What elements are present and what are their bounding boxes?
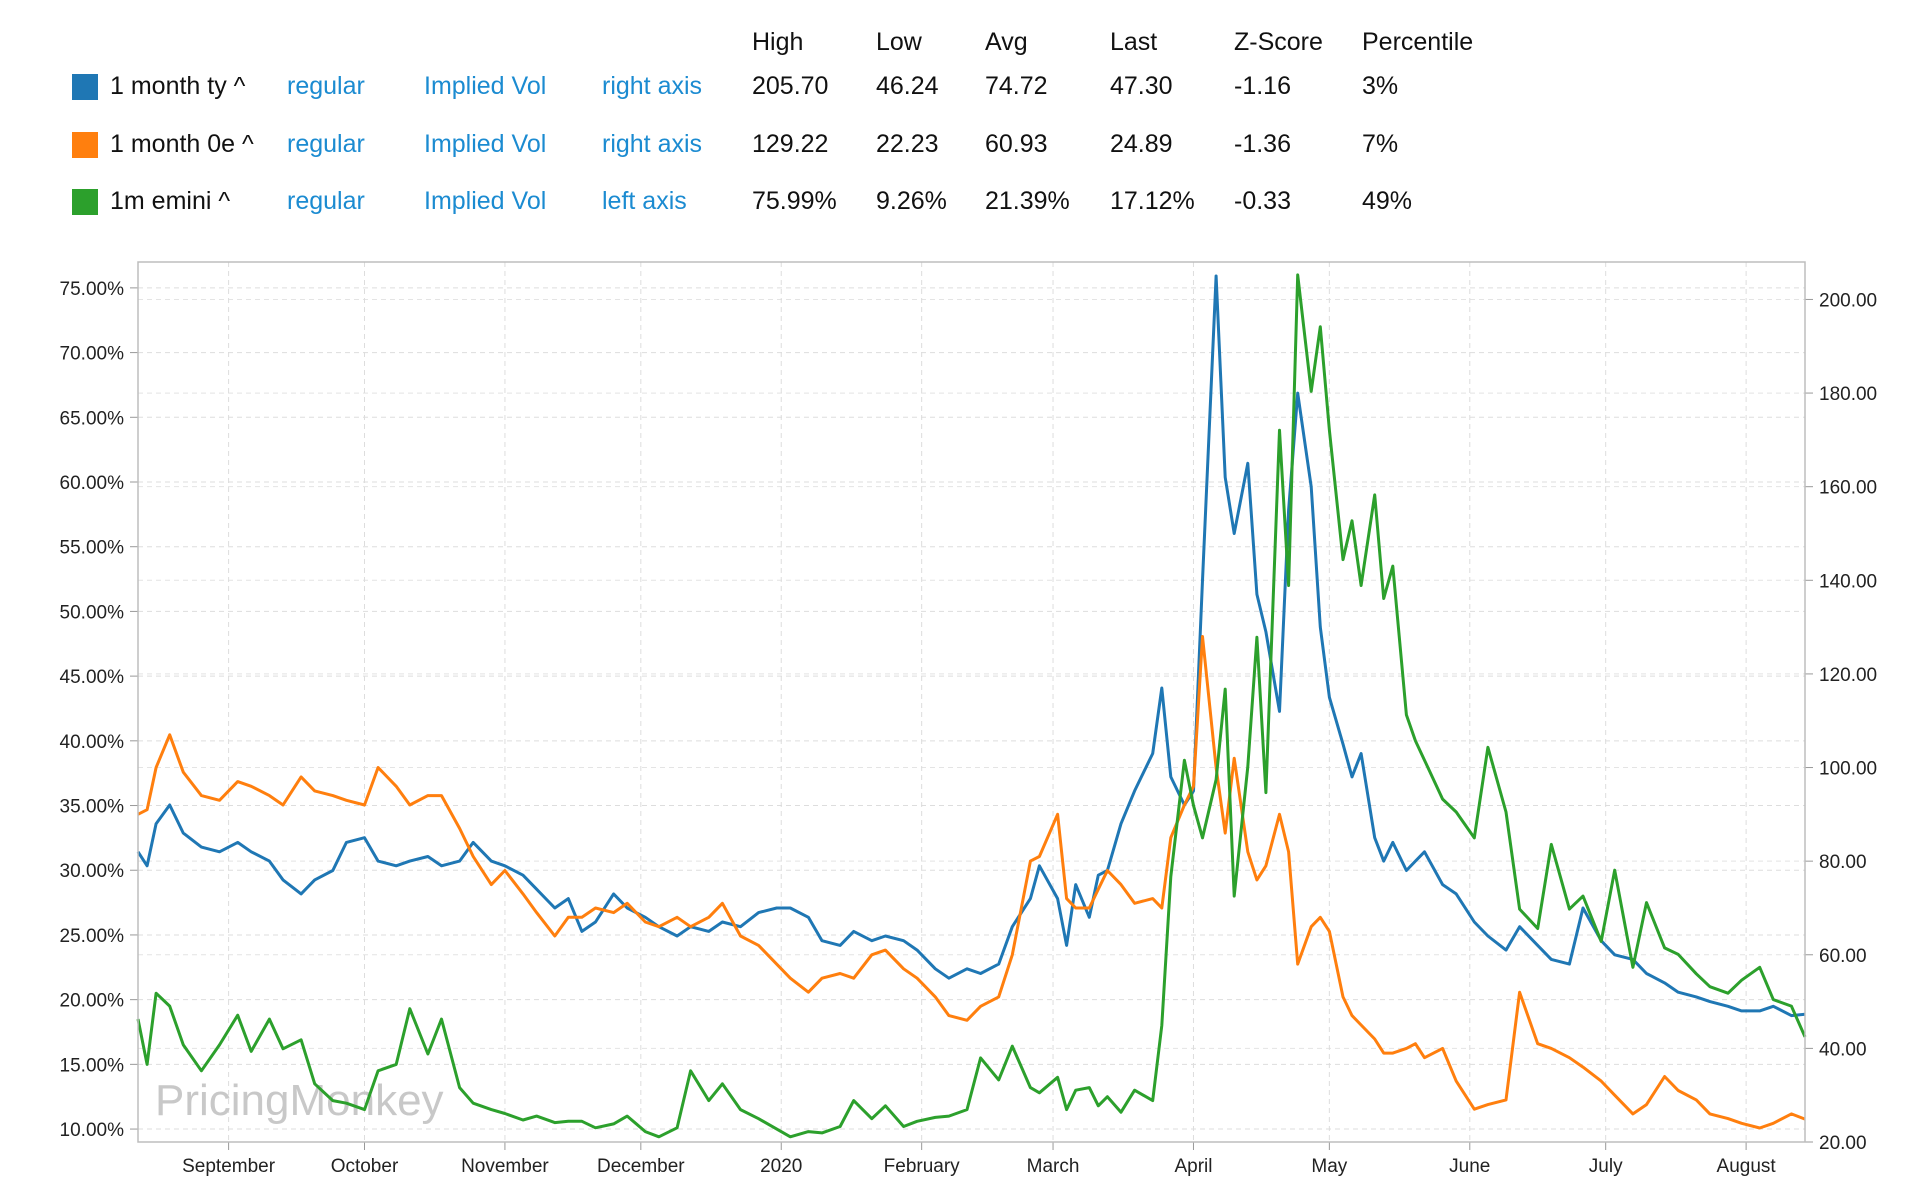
series-line-2[interactable] xyxy=(137,635,1806,1130)
series-name[interactable]: 1 month ty ^ xyxy=(110,72,246,100)
stat-percentile: 49% xyxy=(1362,187,1413,215)
stat-last: 47.30 xyxy=(1110,72,1173,100)
stat-avg: 60.93 xyxy=(985,130,1048,158)
chart-grid xyxy=(138,262,1805,1143)
series-layer xyxy=(136,273,1807,1139)
right-axis-ticks: 20.00 40.00 60.00 80.00 100.00 120.00 140.00 16… xyxy=(1805,290,1877,1154)
stat-zscore: -1.16 xyxy=(1234,72,1291,100)
stat-zscore: -0.33 xyxy=(1234,187,1291,215)
series-type-link[interactable]: regular xyxy=(287,72,365,100)
series-type-link[interactable]: regular xyxy=(287,130,365,158)
legend-table: High Low Avg Last Z-Score Percentile 1 m… xyxy=(0,0,1920,240)
series-type-link[interactable]: regular xyxy=(287,187,365,215)
left-tick-label: 70.00% xyxy=(60,344,125,365)
x-tick-label: April xyxy=(1174,1156,1212,1177)
left-tick-label: 45.00% xyxy=(60,667,125,688)
x-tick-label: June xyxy=(1449,1156,1490,1177)
x-axis-ticks: September October November December 2020 Febr… xyxy=(182,1142,1776,1177)
stat-low: 46.24 xyxy=(876,72,939,100)
header-percentile: Percentile xyxy=(1362,28,1474,56)
x-tick-label: August xyxy=(1717,1156,1777,1177)
header-zscore: Z-Score xyxy=(1234,28,1323,56)
header-last: Last xyxy=(1110,28,1158,56)
series-color-swatch[interactable] xyxy=(72,74,98,100)
left-axis-ticks: 10.00% 15.00% 20.00% 25.00% 30.00% 35.00% 40.0… xyxy=(60,279,138,1141)
plot-frame xyxy=(137,261,1806,1143)
series-color-swatch[interactable] xyxy=(72,189,98,215)
x-tick-label: September xyxy=(182,1156,276,1177)
legend-row-2: 1 month 0e ^ regular Implied Vol right a… xyxy=(0,130,1920,170)
legend-row-3: 1m emini ^ regular Implied Vol left axis… xyxy=(0,187,1920,227)
right-tick-label: 180.00 xyxy=(1819,384,1877,405)
stat-percentile: 3% xyxy=(1362,72,1399,100)
series-name[interactable]: 1m emini ^ xyxy=(110,187,231,215)
series-color-swatch[interactable] xyxy=(72,132,98,158)
right-tick-label: 80.00 xyxy=(1819,852,1867,873)
x-tick-label: November xyxy=(461,1156,549,1177)
right-tick-label: 60.00 xyxy=(1819,946,1867,967)
left-tick-label: 50.00% xyxy=(60,602,125,623)
left-tick-label: 75.00% xyxy=(60,279,125,300)
left-tick-label: 30.00% xyxy=(60,861,125,882)
series-axis-link[interactable]: right axis xyxy=(602,130,703,158)
stat-high: 205.70 xyxy=(752,72,829,100)
left-tick-label: 15.00% xyxy=(60,1055,125,1076)
right-tick-label: 140.00 xyxy=(1819,571,1877,592)
left-tick-label: 65.00% xyxy=(60,408,125,429)
series-measure-link[interactable]: Implied Vol xyxy=(424,187,547,215)
series-measure-link[interactable]: Implied Vol xyxy=(424,72,547,100)
header-avg: Avg xyxy=(985,28,1028,56)
right-tick-label: 160.00 xyxy=(1819,478,1877,499)
stat-last: 17.12% xyxy=(1110,187,1195,215)
left-tick-label: 40.00% xyxy=(60,732,125,753)
left-tick-label: 55.00% xyxy=(60,538,125,559)
series-measure-link[interactable]: Implied Vol xyxy=(424,130,547,158)
x-tick-label: May xyxy=(1311,1156,1347,1177)
series-line-1[interactable] xyxy=(136,274,1806,1018)
left-tick-label: 20.00% xyxy=(60,991,125,1012)
right-tick-label: 120.00 xyxy=(1819,665,1877,686)
x-tick-label: February xyxy=(884,1156,961,1177)
x-tick-label: March xyxy=(1027,1156,1080,1177)
stat-zscore: -1.36 xyxy=(1234,130,1291,158)
series-line-3[interactable] xyxy=(136,273,1807,1139)
x-tick-label: December xyxy=(597,1156,685,1177)
stat-avg: 74.72 xyxy=(985,72,1048,100)
stat-low: 9.26% xyxy=(876,187,947,215)
series-name[interactable]: 1 month 0e ^ xyxy=(110,130,254,158)
left-tick-label: 35.00% xyxy=(60,797,125,818)
line-chart[interactable]: 10.00% 15.00% 20.00% 25.00% 30.00% 35.00% 40.0… xyxy=(0,240,1920,1197)
x-tick-label: October xyxy=(331,1156,399,1177)
right-tick-label: 40.00 xyxy=(1819,1039,1867,1060)
legend-row-1: 1 month ty ^ regular Implied Vol right a… xyxy=(0,72,1920,112)
stat-high: 75.99% xyxy=(752,187,837,215)
x-tick-label: July xyxy=(1589,1156,1623,1177)
right-tick-label: 100.00 xyxy=(1819,759,1877,780)
stat-high: 129.22 xyxy=(752,130,829,158)
header-low: Low xyxy=(876,28,922,56)
stat-low: 22.23 xyxy=(876,130,939,158)
stat-last: 24.89 xyxy=(1110,130,1173,158)
x-tick-label: 2020 xyxy=(760,1156,802,1177)
header-high: High xyxy=(752,28,804,56)
right-tick-label: 20.00 xyxy=(1819,1133,1867,1154)
left-tick-label: 10.00% xyxy=(60,1120,125,1141)
right-tick-label: 200.00 xyxy=(1819,290,1877,311)
series-axis-link[interactable]: left axis xyxy=(602,187,687,215)
stat-avg: 21.39% xyxy=(985,187,1070,215)
pricingmonkey-watermark: PricingMonkey xyxy=(155,1076,444,1125)
series-axis-link[interactable]: right axis xyxy=(602,72,703,100)
stat-percentile: 7% xyxy=(1362,130,1399,158)
left-tick-label: 25.00% xyxy=(60,926,125,947)
left-tick-label: 60.00% xyxy=(60,473,125,494)
